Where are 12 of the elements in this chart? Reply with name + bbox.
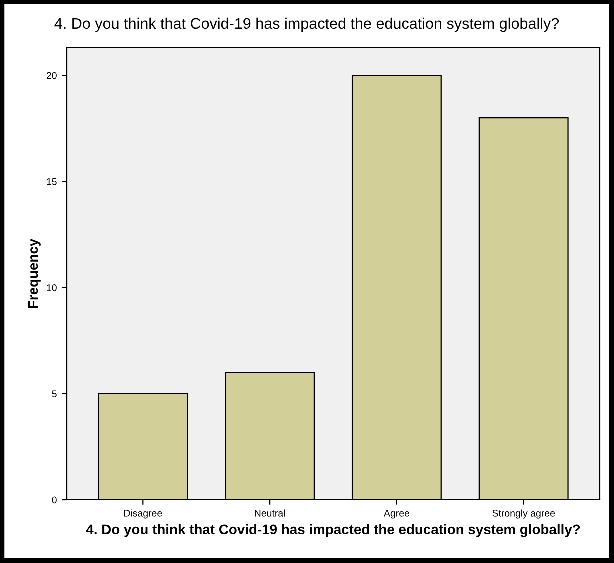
y-tick-label: 10 [47, 284, 57, 292]
x-tick-label: Strongly agree [492, 510, 556, 519]
x-axis-title: 4. Do you think that Covid-19 has impacted the education system globally? [86, 524, 580, 538]
y-tick-label: 20 [46, 72, 57, 80]
chart-title: 4. Do you think that Covid-19 has impacted the education system globally? [54, 18, 560, 32]
y-tick-label: 0 [52, 496, 57, 504]
x-tick-label: Neutral [255, 510, 286, 517]
x-tick-label: Agree [384, 510, 410, 519]
y-tick-label: 15 [47, 178, 57, 186]
x-tick-label: Disagree [124, 510, 162, 519]
y-tick-label: 5 [52, 390, 57, 398]
y-axis-title: Frequency [28, 238, 41, 308]
